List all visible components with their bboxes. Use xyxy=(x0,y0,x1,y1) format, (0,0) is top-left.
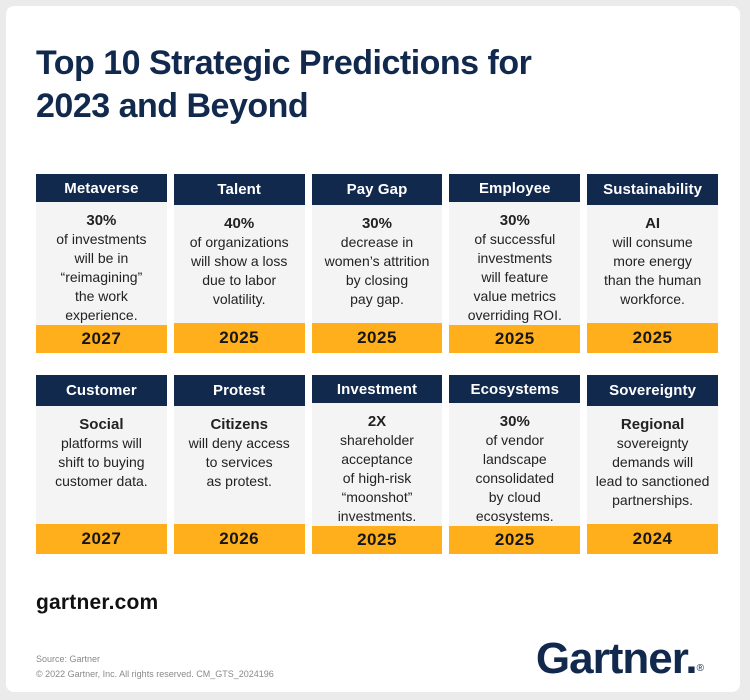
card-description: platforms will shift to buying customer … xyxy=(55,435,148,489)
prediction-card-ecosystems: Ecosystems 30% of vendor landscape conso… xyxy=(449,375,581,554)
prediction-card-sovereignty: Sovereignty Regional sovereignty demands… xyxy=(587,375,718,554)
card-year: 2025 xyxy=(311,323,443,353)
prediction-card-sustainability: Sustainability AI will consume more ener… xyxy=(587,174,718,353)
prediction-card-customer: Customer Social platforms will shift to … xyxy=(36,375,167,554)
card-body: 30% of vendor landscape consolidated by … xyxy=(449,403,581,527)
card-body: Citizens will deny access to services as… xyxy=(173,406,305,524)
card-topic: Investment xyxy=(311,375,443,404)
card-stat: 30% xyxy=(86,212,117,230)
card-topic: Ecosystems xyxy=(449,375,581,404)
prediction-card-investment: Investment 2X shareholder acceptance of … xyxy=(311,375,443,554)
card-body: Regional sovereignty demands will lead t… xyxy=(587,406,718,524)
card-body: 30% of investments will be in “reimagini… xyxy=(36,202,167,326)
prediction-card-protest: Protest Citizens will deny access to ser… xyxy=(173,375,305,554)
card-description: decrease in women’s attrition by closing… xyxy=(324,234,430,307)
gartner-logo: Gartner.® xyxy=(536,637,710,681)
card-year: 2025 xyxy=(449,325,581,353)
card-body: 40% of organizations will show a loss du… xyxy=(173,205,305,323)
card-stat: 40% xyxy=(224,215,255,232)
gartner-logo-text: Gartner. xyxy=(535,634,698,683)
card-stat: 2X xyxy=(367,413,387,431)
gartner-url: gartner.com xyxy=(36,591,159,614)
card-stat: Citizens xyxy=(210,416,268,433)
source-line: Source: Gartner xyxy=(36,654,101,665)
card-description: will consume more energy than the human … xyxy=(603,234,702,307)
card-year: 2025 xyxy=(449,526,581,554)
card-topic: Metaverse xyxy=(36,174,167,203)
card-description: shareholder acceptance of high-risk “moo… xyxy=(337,432,417,525)
card-topic: Employee xyxy=(449,174,581,203)
card-body: 30% of successful investments will featu… xyxy=(449,202,581,326)
card-description: of organizations will show a loss due to… xyxy=(189,234,289,307)
card-stat: 30% xyxy=(499,212,530,230)
infographic-panel: Top 10 Strategic Predictions for 2023 an… xyxy=(6,6,740,692)
card-description: of successful investments will feature v… xyxy=(467,231,562,324)
card-stat: 30% xyxy=(499,413,530,431)
prediction-card-pay-gap: Pay Gap 30% decrease in women’s attritio… xyxy=(311,174,443,353)
registered-mark-icon: ® xyxy=(696,663,704,674)
predictions-grid: Metaverse 30% of investments will be in … xyxy=(36,174,718,554)
card-body: Social platforms will shift to buying cu… xyxy=(36,406,167,524)
card-description: of investments will be in “reimagining” … xyxy=(56,231,147,324)
page-title: Top 10 Strategic Predictions for 2023 an… xyxy=(36,44,532,125)
card-year: 2027 xyxy=(36,524,167,554)
prediction-card-talent: Talent 40% of organizations will show a … xyxy=(173,174,305,353)
card-topic: Talent xyxy=(173,174,305,205)
prediction-card-employee: Employee 30% of successful investments w… xyxy=(449,174,581,353)
card-stat: Social xyxy=(79,416,124,433)
card-body: 30% decrease in women’s attrition by clo… xyxy=(311,205,443,323)
card-stat: 30% xyxy=(361,215,392,232)
card-body: AI will consume more energy than the hum… xyxy=(587,205,718,323)
card-year: 2025 xyxy=(587,323,718,353)
footer-row: Source: Gartner © 2022 Gartner, Inc. All… xyxy=(36,637,710,681)
card-topic: Sustainability xyxy=(587,174,718,205)
card-year: 2025 xyxy=(311,526,443,554)
card-stat: Regional xyxy=(620,416,685,433)
card-description: will deny access to services as protest. xyxy=(188,435,290,489)
card-topic: Sovereignty xyxy=(587,375,718,406)
card-year: 2025 xyxy=(173,323,305,353)
card-year: 2026 xyxy=(173,524,305,554)
card-description: of vendor landscape consolidated by clou… xyxy=(475,432,555,525)
card-stat: AI xyxy=(645,215,661,232)
card-description: sovereignty demands will lead to sanctio… xyxy=(595,435,710,508)
card-year: 2027 xyxy=(36,325,167,353)
card-body: 2X shareholder acceptance of high-risk “… xyxy=(311,403,443,527)
card-topic: Customer xyxy=(36,375,167,406)
prediction-card-metaverse: Metaverse 30% of investments will be in … xyxy=(36,174,167,353)
copyright-line: © 2022 Gartner, Inc. All rights reserved… xyxy=(36,668,274,679)
card-topic: Protest xyxy=(173,375,305,406)
card-topic: Pay Gap xyxy=(311,174,443,205)
source-note: Source: Gartner © 2022 Gartner, Inc. All… xyxy=(36,652,274,681)
card-year: 2024 xyxy=(587,524,718,554)
